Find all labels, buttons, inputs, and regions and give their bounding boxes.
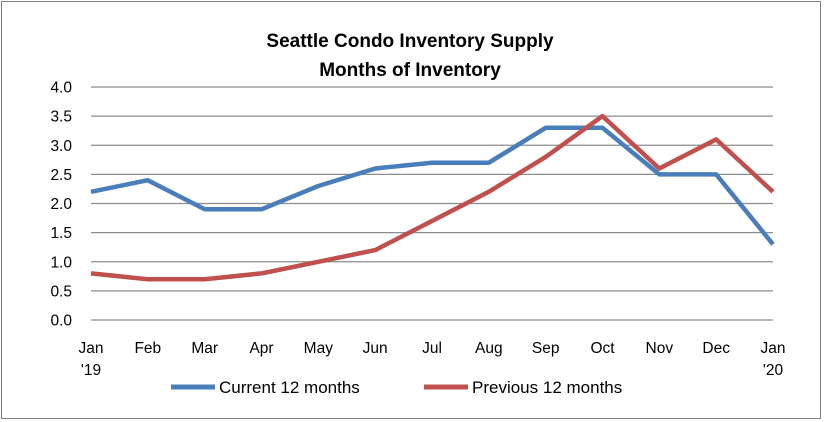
y-tick-label: 4.0 — [50, 80, 72, 97]
x-axis-ticks: Jan '19 Feb Mar Apr May Jun Jul Aug Sep Oct Nov Dec J… — [79, 340, 786, 379]
x-tick-label-line: Dec — [702, 340, 730, 357]
x-tick-label-line: '19 — [81, 362, 101, 379]
legend: Current 12 months Previous 12 months — [171, 378, 622, 397]
legend-label-current: Current 12 months — [219, 378, 360, 397]
y-tick-label: 3.0 — [50, 138, 72, 155]
y-axis-ticks: 0.0 0.5 1.0 1.5 2.0 2.5 3.0 3.5 4.0 — [50, 80, 72, 330]
x-tick-label-line: Oct — [590, 340, 615, 357]
x-tick-label: Oct — [590, 340, 615, 357]
y-tick-label: 2.0 — [50, 196, 72, 213]
x-tick-label-line: Mar — [191, 340, 218, 357]
x-tick-label-line: Jul — [422, 340, 442, 357]
x-tick-label-line: Jan — [761, 340, 786, 357]
x-tick-label-line: Nov — [646, 340, 674, 357]
x-tick-label: Dec — [702, 340, 730, 357]
x-tick-label-line: Apr — [249, 340, 273, 357]
x-tick-label: Jan '19 — [79, 340, 104, 379]
y-tick-label: 2.5 — [50, 167, 72, 184]
series-line-current — [90, 125, 775, 246]
x-tick-label-line: Jun — [363, 340, 388, 357]
x-tick-label: Feb — [134, 340, 161, 357]
x-tick-label: May — [304, 340, 334, 357]
y-tick-label: 1.5 — [50, 225, 72, 242]
chart-subtitle: Months of Inventory — [319, 60, 501, 81]
x-tick-label: Apr — [249, 340, 273, 357]
x-tick-label: Aug — [475, 340, 503, 357]
x-tick-label: Nov — [646, 340, 674, 357]
y-tick-label: 0.5 — [50, 283, 72, 300]
x-tick-label: Jul — [422, 340, 442, 357]
series-line-previous — [90, 113, 775, 282]
x-tick-label-line: Sep — [532, 340, 560, 357]
x-tick-label: Jan '20 — [761, 340, 786, 379]
y-tick-label: 0.0 — [50, 313, 72, 330]
x-tick-label: Jun — [363, 340, 388, 357]
x-tick-label-line: May — [304, 340, 334, 357]
x-tick-label-line: '20 — [763, 362, 784, 379]
y-tick-label: 3.5 — [50, 109, 72, 126]
x-tick-label-line: Aug — [475, 340, 503, 357]
chart-title: Seattle Condo Inventory Supply — [266, 31, 554, 52]
x-tick-label-line: Feb — [134, 340, 161, 357]
series-lines — [90, 113, 775, 282]
y-tick-label: 1.0 — [50, 254, 72, 271]
x-tick-label: Mar — [191, 340, 218, 357]
legend-label-previous: Previous 12 months — [472, 378, 622, 397]
x-tick-label: Sep — [532, 340, 560, 357]
x-tick-label-line: Jan — [79, 340, 104, 357]
